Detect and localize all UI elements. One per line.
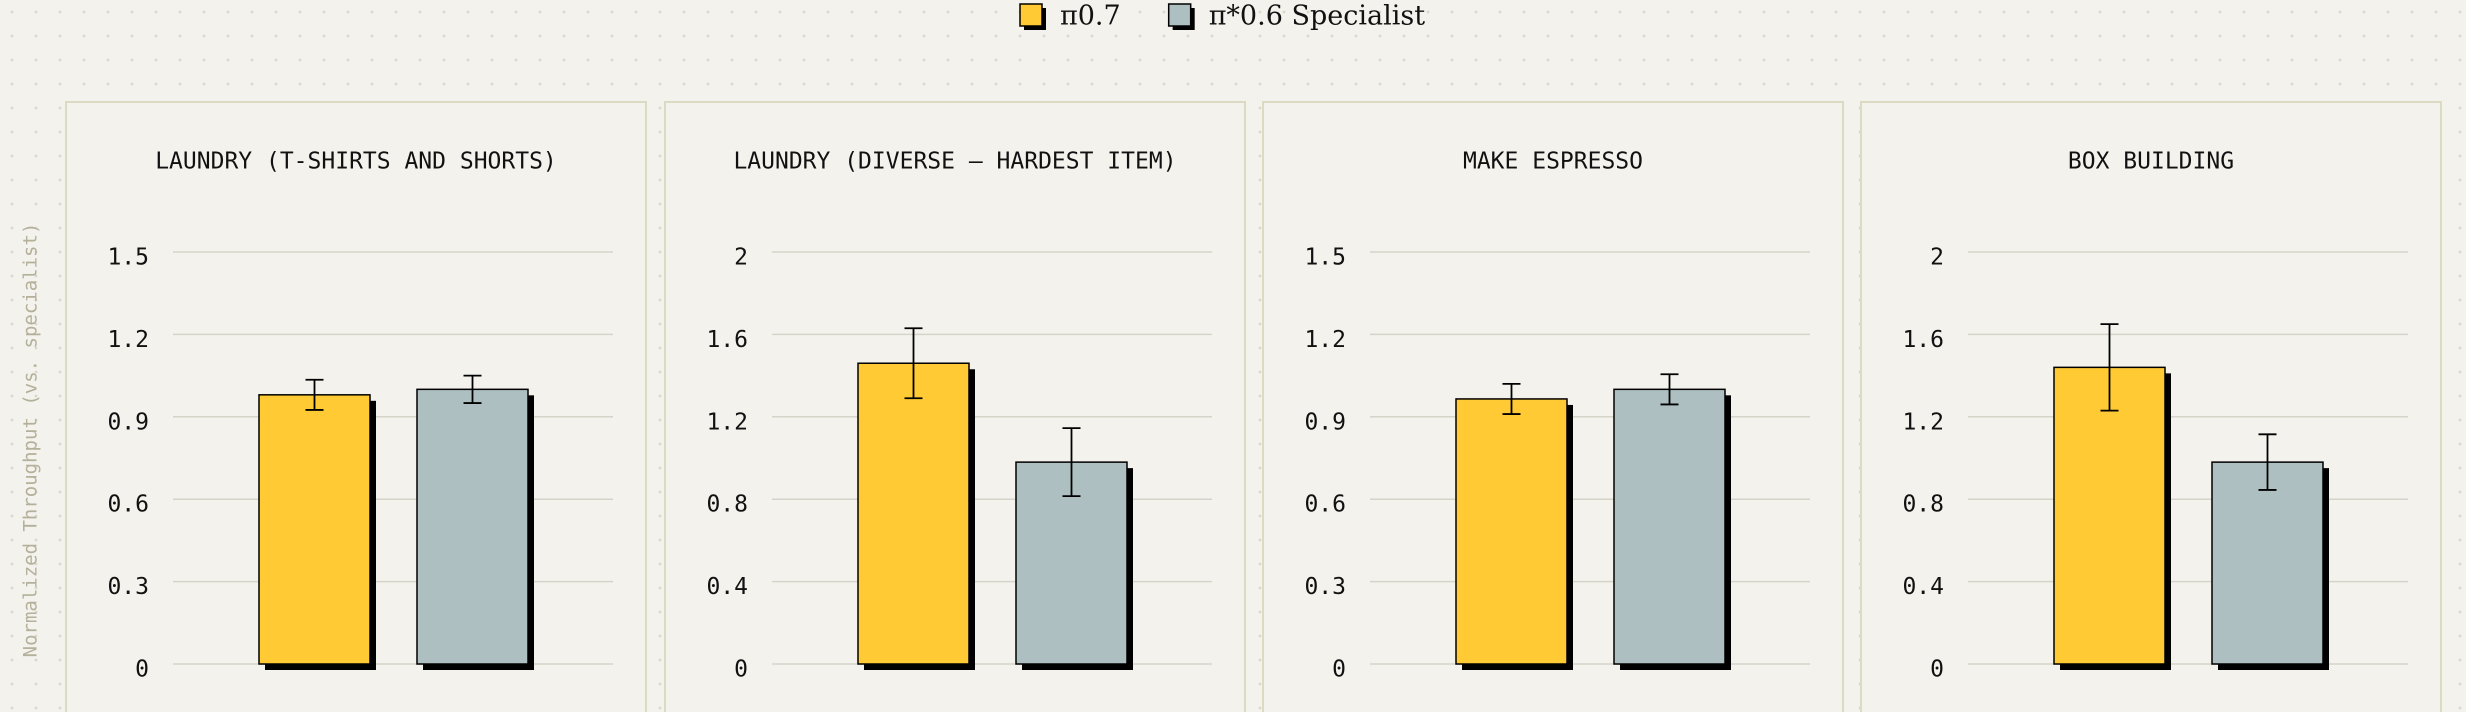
y-tick-label: 0 <box>1332 657 1346 683</box>
y-tick-label: 0 <box>1930 657 1944 683</box>
y-tick-label: 1.2 <box>1902 409 1944 435</box>
y-tick-label: 0.8 <box>706 492 748 518</box>
panel-title: LAUNDRY (DIVERSE – HARDEST ITEM) <box>733 149 1176 175</box>
y-tick-label: 0.6 <box>107 492 149 518</box>
legend-swatch <box>1167 3 1192 27</box>
bar <box>857 362 970 665</box>
y-tick-label: 2 <box>1930 245 1944 271</box>
y-tick-label: 0.4 <box>706 574 748 600</box>
error-bar <box>2258 433 2277 491</box>
error-bar <box>305 378 324 411</box>
y-tick-label: 0.9 <box>107 409 149 435</box>
error-bar <box>1502 382 1521 415</box>
bar <box>1455 398 1568 665</box>
y-tick-label: 0 <box>734 657 748 683</box>
bar <box>1613 388 1726 665</box>
legend-label: π*0.6 Specialist <box>1209 1 1426 32</box>
panel: LAUNDRY (T-SHIRTS AND SHORTS) 0 0.3 0.6 0.9 1… <box>65 101 647 712</box>
error-bar <box>2100 323 2119 412</box>
panel-title: BOX BUILDING <box>2068 149 2234 175</box>
bar <box>2211 461 2324 665</box>
bar <box>416 388 529 665</box>
y-tick-label: 1.2 <box>706 409 748 435</box>
panel: BOX BUILDING 0 0.4 0.8 1.2 1.6 2 <box>1860 101 2442 712</box>
error-bar <box>1062 427 1081 498</box>
y-tick-label: 0.8 <box>1902 492 1944 518</box>
error-bar <box>1660 373 1679 406</box>
panel: LAUNDRY (DIVERSE – HARDEST ITEM) 0 0.4 0.8 1… <box>664 101 1246 712</box>
y-tick-label: 2 <box>734 245 748 271</box>
y-tick-label: 1.5 <box>1304 245 1346 271</box>
y-tick-label: 0.3 <box>1304 574 1346 600</box>
bar <box>2053 366 2166 665</box>
legend-swatch <box>1019 3 1043 27</box>
y-tick-label: 0.4 <box>1902 574 1944 600</box>
error-bar <box>904 327 923 400</box>
y-tick-label: 1.5 <box>107 245 149 271</box>
y-tick-label: 0.3 <box>107 574 149 600</box>
y-tick-label: 1.2 <box>107 327 149 353</box>
panel: MAKE ESPRESSO 0 0.3 0.6 0.9 1.2 1.5 <box>1262 101 1844 712</box>
legend-label: π0.7 <box>1060 1 1121 32</box>
y-tick-label: 0.9 <box>1304 409 1346 435</box>
panel-title: LAUNDRY (T-SHIRTS AND SHORTS) <box>155 149 557 175</box>
y-axis-label: Normalized Throughput (vs. specialist) <box>20 223 42 658</box>
bar <box>258 394 371 665</box>
panel-title: MAKE ESPRESSO <box>1463 149 1643 175</box>
y-tick-label: 1.6 <box>1902 327 1944 353</box>
error-bar <box>463 374 482 404</box>
y-tick-label: 1.6 <box>706 327 748 353</box>
y-tick-label: 0 <box>135 657 149 683</box>
y-tick-label: 1.2 <box>1304 327 1346 353</box>
y-tick-label: 0.6 <box>1304 492 1346 518</box>
